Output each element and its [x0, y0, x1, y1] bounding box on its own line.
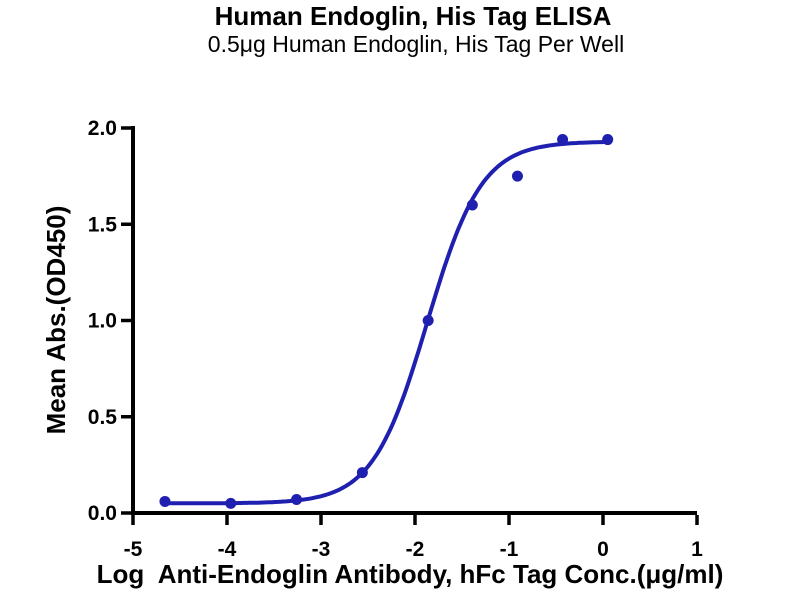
- chart-subtitle: 0.5μg Human Endoglin, His Tag Per Well: [207, 31, 625, 57]
- x-tick-label: 1: [691, 538, 703, 561]
- data-point: [557, 134, 569, 146]
- data-point: [422, 315, 434, 326]
- data-point: [602, 134, 614, 146]
- x-tick-label: -4: [218, 538, 237, 561]
- x-tick-label: -2: [406, 538, 425, 561]
- y-tick-label: 0.5: [88, 406, 118, 429]
- y-tick-label: 1.5: [88, 213, 118, 236]
- x-tick-label: 0: [597, 538, 609, 561]
- fit-curve: [163, 140, 610, 506]
- data-point: [291, 494, 303, 506]
- y-tick-label: 1.0: [88, 310, 117, 333]
- data-point: [466, 199, 478, 211]
- data-point: [159, 495, 171, 507]
- x-axis-title: Log Anti-Endoglin Antibody, hFc Tag Conc…: [96, 559, 724, 589]
- chart-title: Human Endoglin, His Tag ELISA: [214, 1, 612, 31]
- y-tick-label: 0.0: [88, 502, 117, 525]
- x-tick-label: -5: [124, 538, 143, 561]
- data-point: [356, 467, 368, 479]
- y-tick-label: 2.0: [88, 117, 117, 140]
- x-tick-label: -1: [500, 538, 519, 561]
- data-point: [511, 170, 523, 182]
- data-point: [225, 497, 237, 509]
- x-tick-label: -3: [312, 538, 331, 561]
